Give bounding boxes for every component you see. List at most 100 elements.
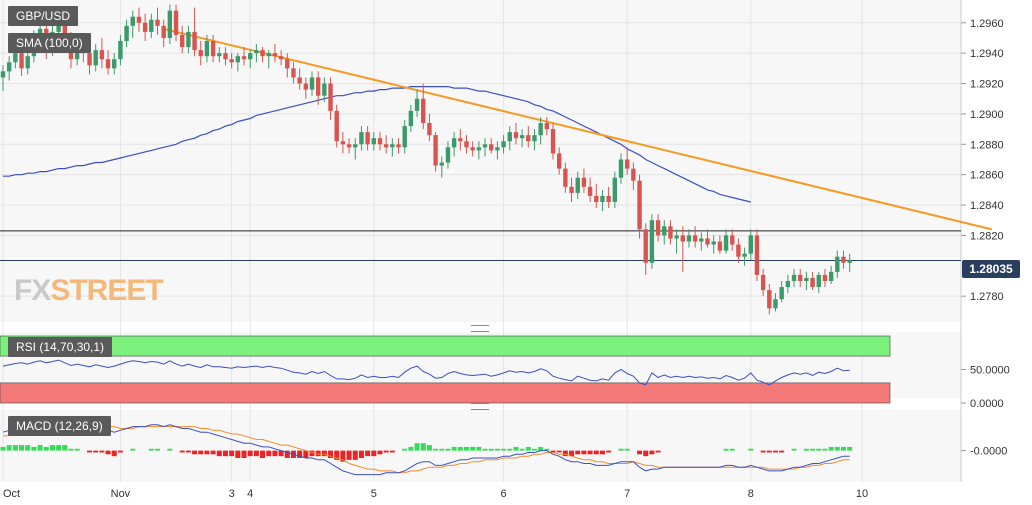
candle	[93, 44, 98, 72]
macd-histogram-bar	[117, 450, 123, 453]
candle-body	[717, 241, 723, 251]
rsi-tick-label: 50.0000	[970, 365, 1010, 377]
candle	[340, 132, 346, 154]
macd-histogram-bar	[155, 448, 160, 451]
candle	[99, 37, 105, 69]
x-tick-label: 3	[229, 488, 235, 500]
candle-body	[686, 235, 692, 242]
macd-histogram-bar	[655, 450, 661, 453]
x-tick-label: 4	[247, 488, 253, 500]
macd-histogram-bar	[278, 450, 284, 457]
macd-histogram-bar	[840, 446, 846, 451]
macd-histogram-bar	[748, 448, 754, 451]
candle	[334, 104, 339, 148]
candle	[655, 214, 661, 242]
candle	[105, 50, 111, 75]
candle	[180, 25, 185, 54]
candle	[118, 34, 123, 66]
candle	[6, 56, 12, 81]
candle	[260, 47, 265, 63]
candle-body	[124, 25, 129, 42]
macd-histogram-bar	[803, 448, 809, 451]
macd-histogram-bar	[482, 448, 488, 451]
macd-histogram-bar	[204, 450, 210, 455]
candle	[427, 113, 432, 142]
candle	[754, 229, 760, 281]
macd-histogram-bar	[828, 446, 834, 451]
price-panel-resize-handle[interactable]	[471, 325, 489, 332]
candle	[124, 19, 129, 48]
candle-body	[130, 16, 135, 26]
candle-body	[519, 135, 525, 139]
macd-histogram-bar	[192, 450, 198, 455]
candle	[618, 153, 624, 184]
macd-histogram-bar	[93, 450, 99, 453]
candle	[421, 83, 426, 130]
macd-histogram-bar	[19, 445, 25, 451]
candle-body	[631, 168, 636, 181]
candle-body	[0, 71, 6, 78]
rsi-layer	[0, 335, 891, 404]
candle-body	[198, 50, 203, 57]
candle	[538, 116, 543, 145]
candle	[643, 223, 648, 275]
macd-histogram-bar	[297, 450, 303, 458]
candle	[501, 135, 506, 154]
candle-body	[353, 144, 358, 148]
candle-body	[99, 50, 105, 60]
macd-histogram-bar	[457, 446, 463, 451]
candle	[767, 284, 772, 315]
macd-histogram-bar	[309, 450, 315, 457]
candle	[383, 135, 389, 154]
candle-body	[692, 235, 698, 242]
macd-histogram-bar	[0, 446, 6, 451]
candle	[816, 271, 821, 294]
macd-histogram-bar	[420, 443, 426, 451]
candle	[649, 214, 655, 269]
macd-histogram-bar	[599, 450, 605, 455]
candle-body	[204, 41, 210, 57]
macd-histogram-bar	[37, 445, 43, 451]
candle-body	[501, 141, 506, 148]
candle	[717, 235, 723, 254]
macd-histogram-bar	[810, 448, 816, 451]
macd-histogram-bar	[773, 450, 778, 453]
candle-body	[365, 132, 370, 145]
candle	[705, 229, 710, 248]
candle	[112, 53, 117, 75]
candle-body	[371, 138, 376, 145]
macd-histogram-bar	[507, 448, 513, 451]
candle	[0, 65, 6, 92]
candle	[730, 229, 735, 251]
rsi-panel-resize-handle[interactable]	[471, 403, 489, 410]
candle-body	[798, 274, 803, 281]
candle	[470, 141, 475, 157]
candle	[544, 116, 550, 136]
candle-body	[377, 138, 383, 145]
candle	[390, 138, 395, 157]
candle	[637, 174, 642, 239]
macd-histogram-bar	[371, 450, 377, 457]
candle	[742, 247, 747, 266]
candle	[575, 171, 580, 199]
macd-histogram-bar	[340, 450, 346, 462]
macd-histogram-bar	[365, 450, 371, 457]
candle-body	[254, 50, 259, 54]
candle-body	[791, 274, 797, 281]
candle-body	[550, 129, 556, 154]
macd-histogram-bar	[321, 450, 327, 457]
candle	[587, 177, 593, 203]
macd-histogram-bar	[587, 450, 593, 455]
x-tick-label: 8	[748, 488, 754, 500]
candle-body	[662, 226, 667, 236]
macd-histogram-bar	[525, 446, 531, 451]
candle	[680, 226, 685, 272]
candle-body	[235, 56, 241, 63]
macd-histogram-bar	[43, 446, 49, 451]
macd-histogram-bar	[445, 448, 451, 451]
macd-histogram-bar	[87, 450, 93, 453]
candle	[130, 10, 135, 38]
candle-body	[118, 41, 123, 60]
candle	[822, 268, 828, 288]
candle-body	[408, 110, 414, 127]
